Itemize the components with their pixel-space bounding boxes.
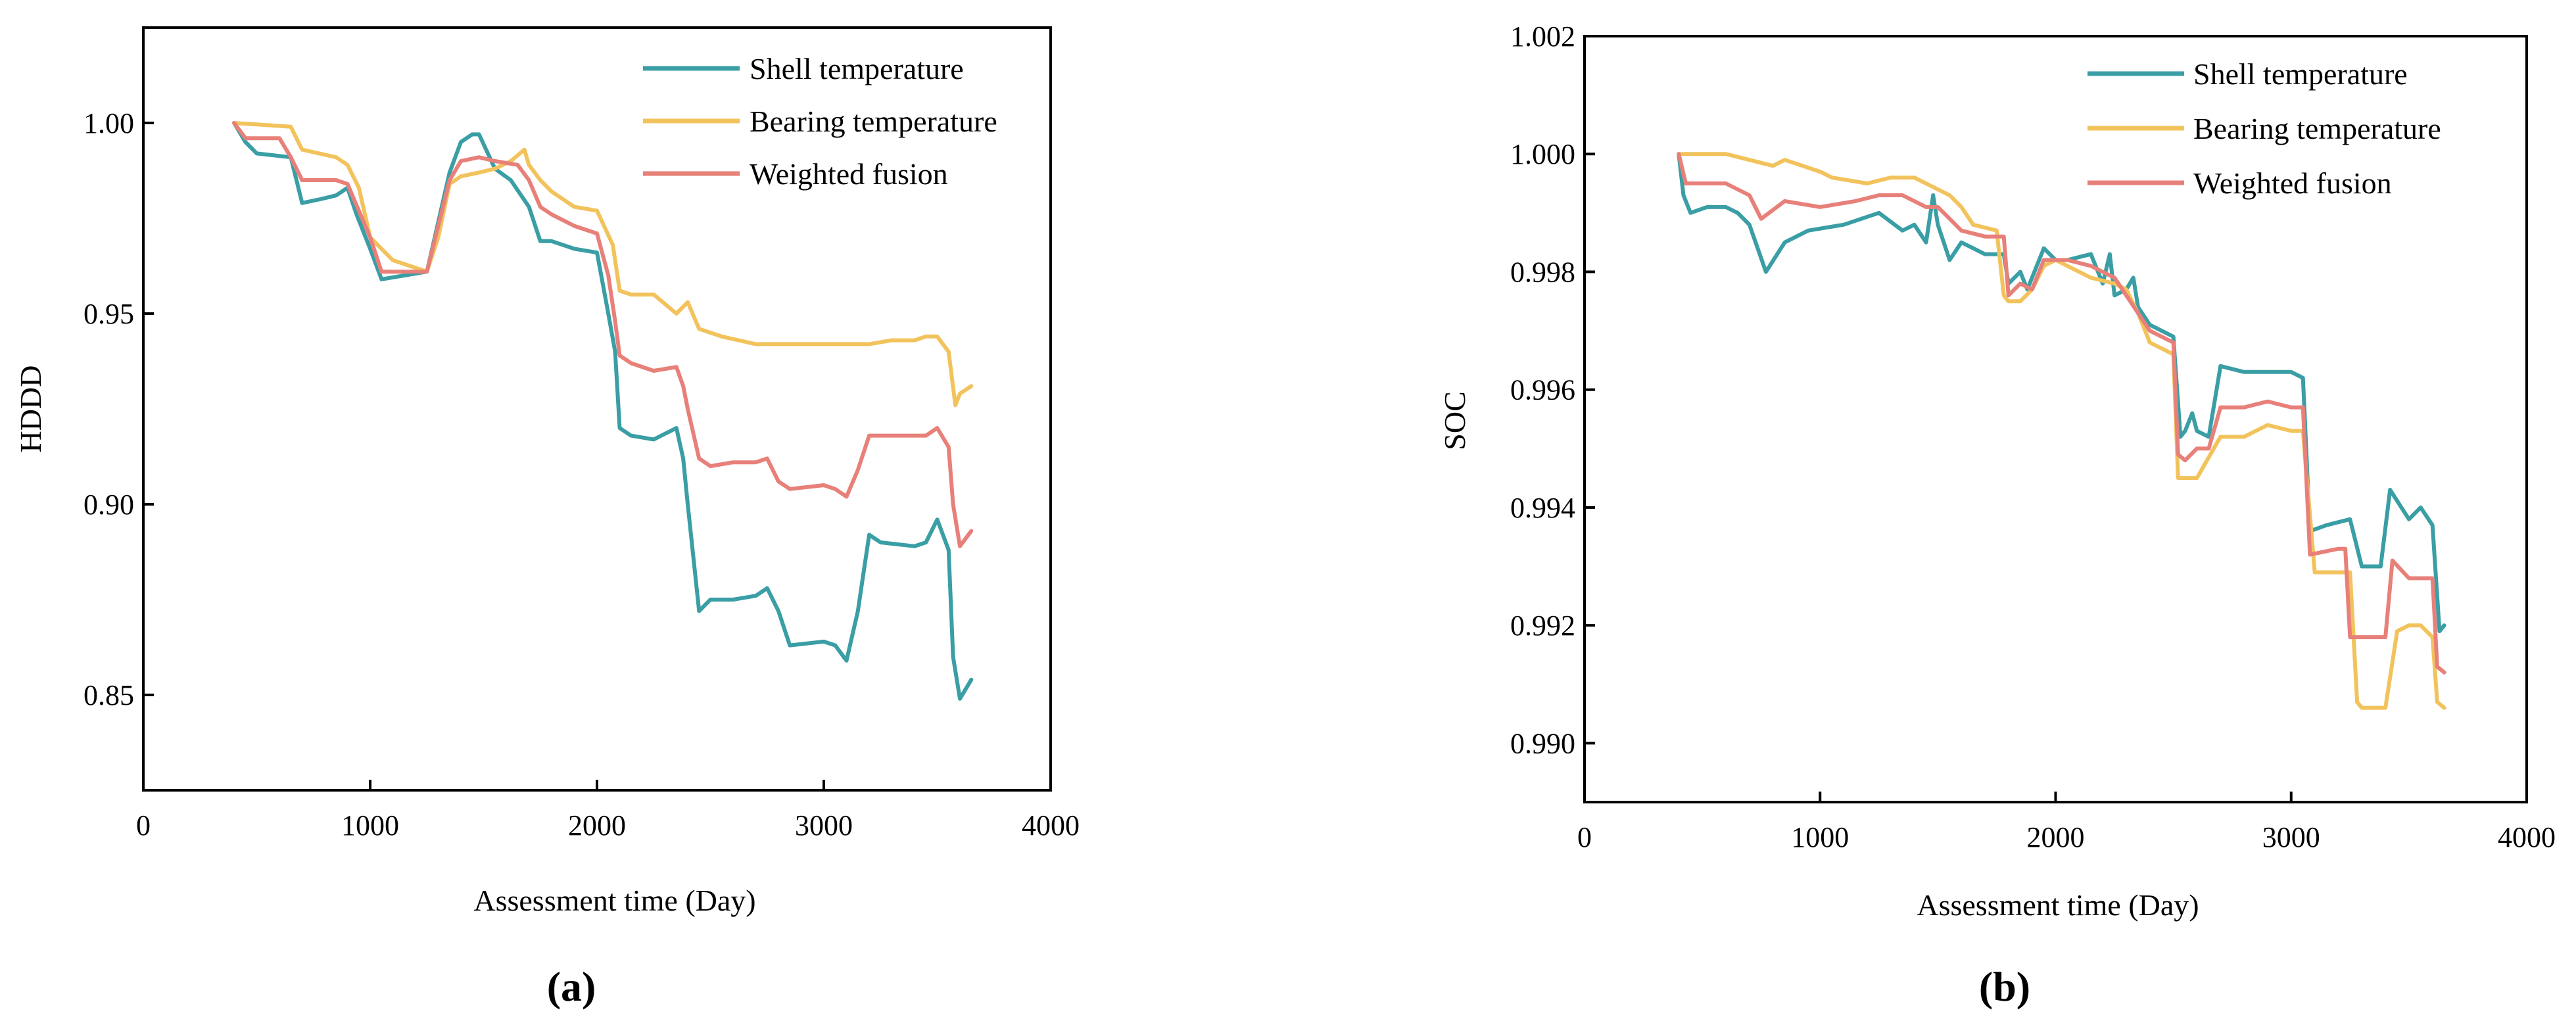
- y-tick-label-b-5: 1.000: [1510, 138, 1575, 170]
- y-tick-label-a-3: 1.00: [83, 107, 134, 139]
- series-line-weighted-a: [232, 121, 974, 548]
- x-tick-label-a-2: 2000: [568, 809, 626, 842]
- series-line-weighted-b: [1677, 152, 2446, 675]
- legend-a: Shell temperature Bearing temperature We…: [643, 52, 997, 191]
- y-tick-label-b-3: 0.996: [1510, 374, 1575, 406]
- x-tick-label-a-3: 3000: [795, 809, 853, 842]
- panel-a: 0.850.900.951.00 0 1000 2000 3000 4000 HDDD …: [14, 26, 1080, 1010]
- y-tick-label-b-2: 0.994: [1510, 492, 1575, 524]
- legend-label-weighted-b: Weighted fusion: [2193, 166, 2392, 200]
- legend-label-bearing-b: Bearing temperature: [2193, 112, 2441, 145]
- panel-caption-b: (b): [1979, 963, 2030, 1010]
- y-tick-label-b-0: 0.990: [1510, 727, 1575, 759]
- series-line-shell-a: [232, 121, 974, 701]
- x-tick-label-b-0: 0: [1577, 821, 1592, 853]
- y-tick-label-a-1: 0.90: [83, 488, 134, 521]
- x-tick-label-b-3: 3000: [2262, 821, 2320, 853]
- y-tick-label-b-6: 1.002: [1510, 20, 1575, 53]
- legend-label-bearing-a: Bearing temperature: [750, 105, 997, 138]
- legend-label-shell-a: Shell temperature: [750, 52, 964, 85]
- plot-frame-b: [1583, 35, 2528, 803]
- x-axis-label-b: Assessment time (Day): [1917, 888, 2199, 922]
- y-tick-label-b-1: 0.992: [1510, 609, 1575, 642]
- x-tick-label-a-4: 4000: [1022, 809, 1080, 842]
- legend-label-weighted-a: Weighted fusion: [750, 157, 948, 191]
- x-axis-ticks-a: 0 1000 2000 3000 4000: [136, 780, 1080, 842]
- y-axis-label-b: SOC: [1438, 391, 1471, 450]
- x-tick-label-b-4: 4000: [2498, 821, 2556, 853]
- y-axis-ticks-a: 0.85 0.90 0.95 1.00: [83, 107, 154, 711]
- series-line-shell-b: [1677, 152, 2446, 634]
- x-axis-ticks-b: 0 1000 2000 3000 4000: [1577, 792, 2556, 853]
- y-tick-label-a-2: 0.95: [83, 298, 134, 330]
- x-tick-label-b-2: 2000: [2027, 821, 2085, 853]
- series-lines-b: [1677, 152, 2446, 710]
- x-tick-label-b-1: 1000: [1791, 821, 1849, 853]
- x-axis-label-a: Assessment time (Day): [473, 884, 755, 917]
- panel-caption-a: (a): [547, 963, 596, 1010]
- y-tick-label-b-4: 0.998: [1510, 256, 1575, 288]
- y-axis-ticks-b: 0.990 0.992 0.994 0.996 0.998 1.000 1.002: [1510, 20, 1595, 759]
- x-tick-label-a-0: 0: [136, 809, 151, 842]
- y-axis-label-a: HDDD: [14, 366, 47, 453]
- panel-b: 0.990 0.992 0.994 0.996 0.998 1.000 1.002 0 100…: [1438, 20, 2556, 1010]
- series-lines-a: [232, 121, 974, 701]
- x-tick-label-a-1: 1000: [341, 809, 399, 842]
- series-line-bearing-a: [232, 121, 974, 408]
- legend-label-shell-b: Shell temperature: [2193, 57, 2408, 91]
- y-tick-label-a-0: 0.85: [83, 679, 134, 711]
- legend-b: Shell temperature Bearing temperature We…: [2087, 57, 2441, 200]
